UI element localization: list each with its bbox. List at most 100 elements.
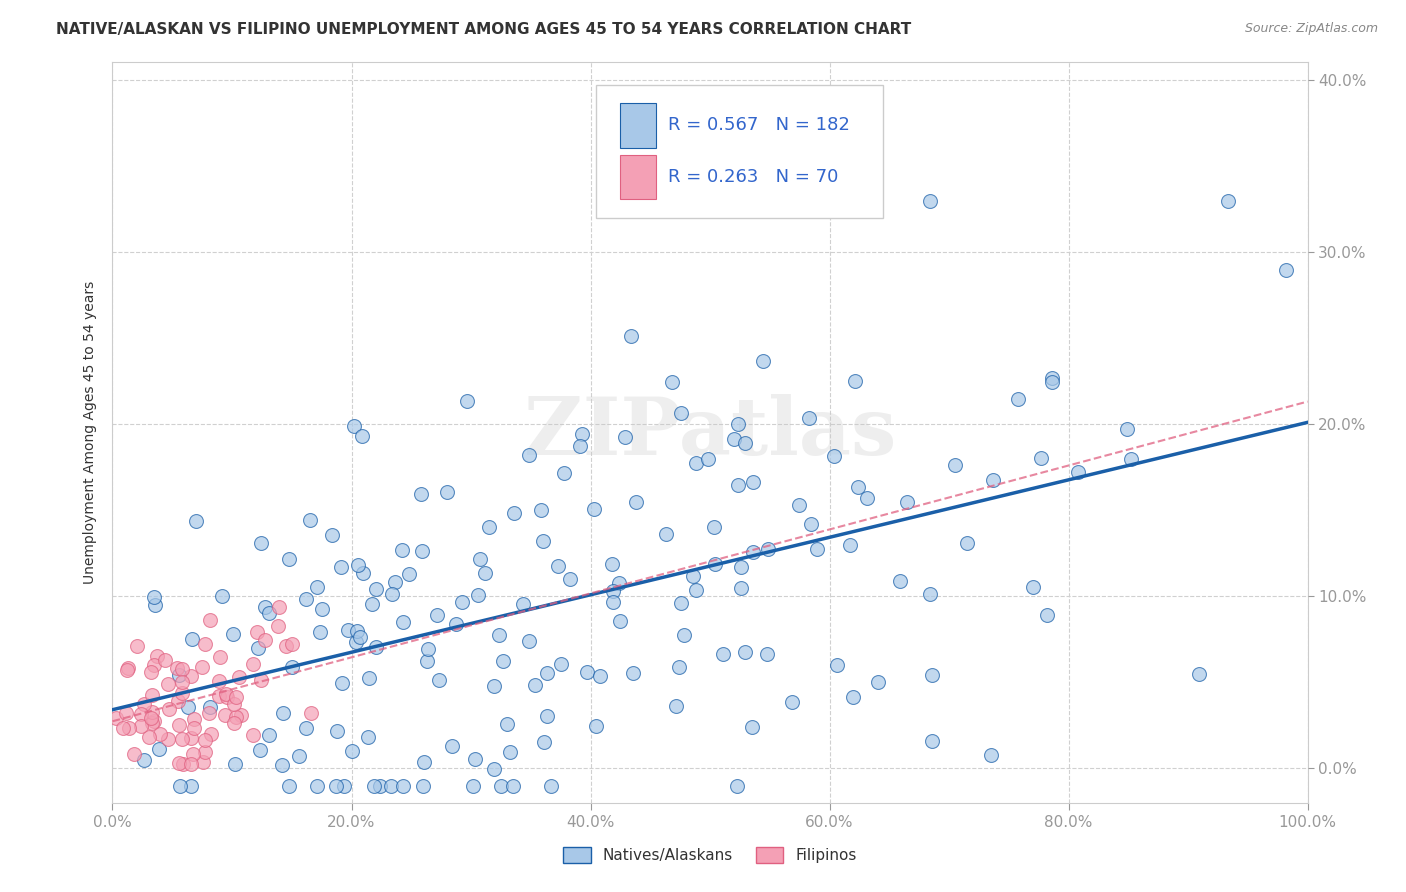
Point (242, 728, 264, 742)
Point (360, 597, 382, 611)
Point (343, 419, 366, 434)
Point (141, 716, 163, 731)
Point (346, 624, 368, 639)
Point (132, 753, 155, 767)
Point (842, 690, 865, 705)
Point (672, 628, 695, 642)
Point (755, 647, 778, 661)
Point (267, 619, 290, 633)
Point (827, 657, 849, 672)
Point (194, 733, 217, 747)
Point (157, 677, 180, 691)
Point (181, 632, 204, 647)
Point (225, 690, 247, 705)
Point (846, 480, 869, 494)
Point (167, 756, 190, 770)
Text: NATIVE/ALASKAN VS FILIPINO UNEMPLOYMENT AMONG AGES 45 TO 54 YEARS CORRELATION CH: NATIVE/ALASKAN VS FILIPINO UNEMPLOYMENT … (56, 22, 911, 37)
Point (198, 613, 221, 627)
Point (488, 628, 510, 642)
Point (194, 745, 217, 759)
Point (540, 779, 562, 793)
Point (589, 669, 612, 683)
Point (381, 587, 404, 601)
Point (1275, 263, 1298, 277)
Point (921, 667, 943, 681)
Point (799, 410, 821, 425)
Point (727, 477, 749, 491)
Point (703, 557, 725, 571)
Point (806, 541, 828, 556)
Point (254, 599, 277, 614)
Point (1022, 581, 1045, 595)
Point (725, 779, 748, 793)
Point (440, 739, 463, 753)
Point (217, 690, 239, 704)
Point (180, 731, 202, 746)
Point (413, 755, 436, 769)
Text: Source: ZipAtlas.com: Source: ZipAtlas.com (1244, 22, 1378, 36)
Point (269, 599, 291, 614)
Point (170, 731, 193, 746)
Point (208, 673, 231, 688)
Point (380, 779, 402, 793)
Point (294, 721, 316, 735)
Point (311, 601, 333, 615)
Point (703, 520, 725, 534)
Point (517, 634, 540, 648)
Point (115, 706, 138, 720)
Point (668, 660, 690, 674)
Point (138, 731, 160, 745)
FancyBboxPatch shape (596, 85, 883, 218)
Point (117, 660, 139, 674)
Point (142, 714, 165, 728)
Point (357, 731, 380, 745)
Point (696, 452, 718, 467)
Point (536, 708, 558, 723)
Point (246, 625, 269, 640)
Point (609, 614, 631, 628)
Point (278, 552, 301, 566)
Point (1116, 422, 1139, 436)
Point (295, 592, 318, 607)
Point (436, 485, 458, 500)
Point (1187, 667, 1209, 681)
Point (980, 748, 1002, 763)
Point (921, 734, 943, 748)
Point (222, 716, 245, 731)
Point (391, 543, 413, 558)
Point (1066, 465, 1088, 479)
Point (105, 711, 128, 725)
Point (427, 673, 450, 687)
Point (141, 688, 163, 702)
Point (789, 498, 811, 512)
Point (346, 558, 368, 572)
Point (271, 757, 294, 772)
Point (132, 697, 155, 711)
Point (665, 698, 688, 713)
Point (129, 719, 152, 733)
Point (198, 706, 221, 720)
Point (122, 747, 145, 761)
Point (141, 705, 163, 719)
Point (337, 623, 360, 637)
Point (734, 645, 756, 659)
Point (536, 666, 558, 681)
Point (368, 779, 391, 793)
Point (169, 779, 191, 793)
Point (468, 552, 491, 566)
Point (180, 757, 202, 772)
Point (756, 541, 779, 556)
Point (250, 673, 273, 687)
Point (392, 615, 415, 630)
Point (166, 693, 188, 707)
Point (157, 731, 180, 746)
Point (856, 491, 879, 505)
Point (176, 700, 198, 714)
Point (231, 708, 253, 723)
Point (412, 779, 434, 793)
Point (183, 712, 205, 726)
Point (742, 475, 765, 489)
Point (194, 636, 217, 650)
Point (519, 448, 541, 462)
Point (330, 675, 353, 690)
